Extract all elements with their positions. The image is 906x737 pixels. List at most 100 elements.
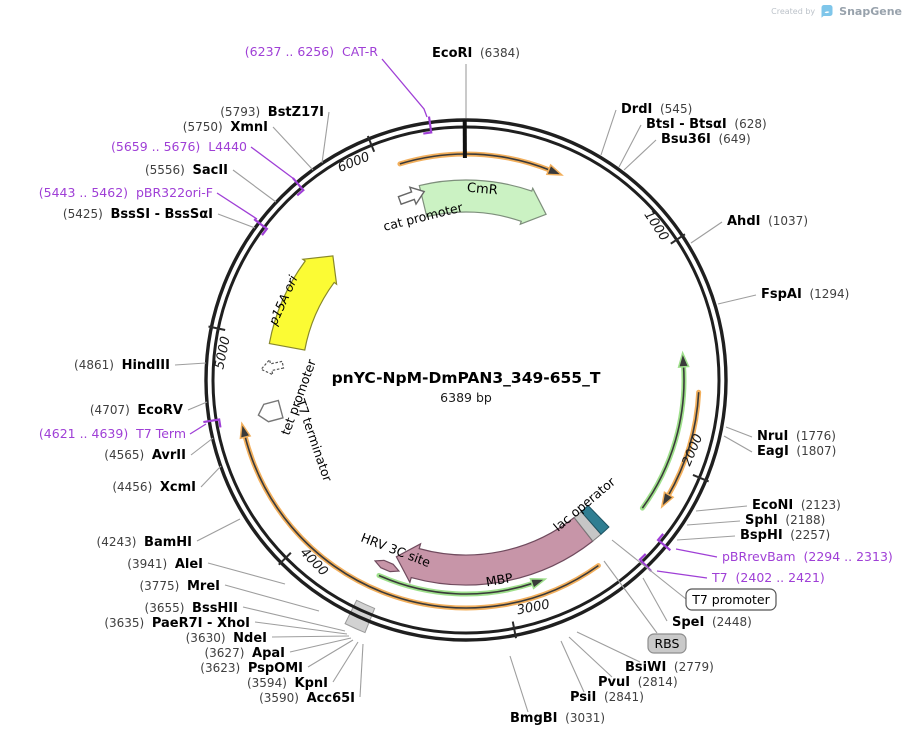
feature-cmr[interactable] — [418, 179, 547, 226]
enzyme-label[interactable]: (5793) BstZ17I — [220, 105, 324, 120]
tet-promoter-icon[interactable] — [260, 357, 285, 377]
enzyme-label[interactable]: (3623) PspOMI — [200, 661, 303, 676]
enzyme-bsphi[interactable]: BspHI (2257) — [676, 528, 830, 543]
enzyme-label[interactable]: PsiI (2841) — [570, 690, 644, 705]
boxed-label-rbs[interactable]: RBS — [603, 560, 687, 654]
enzyme-label[interactable]: EcoNI (2123) — [752, 498, 841, 513]
enzyme-pvui[interactable]: PvuI (2814) — [568, 636, 678, 690]
primer-label[interactable]: (5443 .. 5462) pBR322ori-F — [39, 185, 213, 200]
primer-label[interactable]: (6237 .. 6256) CAT-R — [245, 44, 379, 59]
enzyme-label[interactable]: BspHI (2257) — [740, 528, 830, 543]
enzyme-pspomi[interactable]: (3623) PspOMI — [200, 639, 354, 676]
enzyme-psii[interactable]: PsiI (2841) — [560, 640, 644, 705]
primer-t7-term[interactable]: (4621 .. 4639) T7 Term — [39, 418, 222, 441]
feature-mbp[interactable] — [395, 516, 594, 586]
primer-label[interactable]: pBRrevBam (2294 .. 2313) — [722, 549, 893, 564]
enzyme-label[interactable]: (5556) SacII — [145, 163, 228, 178]
enzyme-drdi[interactable]: DrdI (545) — [600, 102, 692, 156]
primer-label[interactable]: (4621 .. 4639) T7 Term — [39, 426, 186, 441]
primer-pbrrevbam[interactable]: pBRrevBam (2294 .. 2313) — [656, 533, 893, 564]
enzyme-paer7i-xhoi[interactable]: (3635) PaeR7I - XhoI — [104, 616, 348, 635]
feature-rbs[interactable] — [573, 510, 602, 542]
enzyme-label[interactable]: BmgBI (3031) — [510, 711, 605, 726]
cat-promoter-icon[interactable] — [397, 183, 428, 209]
enzyme-ahdi[interactable]: AhdI (1037) — [690, 214, 808, 244]
enzyme-label[interactable]: (4456) XcmI — [112, 480, 196, 495]
primer-l4440[interactable]: (5659 .. 5676) L4440 — [111, 139, 305, 197]
enzyme-bsssi-bsss-i[interactable]: (5425) BssSI - BssSαI — [63, 207, 256, 229]
enzyme-apai[interactable]: (3627) ApaI — [204, 637, 352, 661]
orf-arrowhead-icon — [529, 578, 548, 590]
enzyme-bmgbi[interactable]: BmgBI (3031) — [509, 655, 605, 726]
enzyme-label[interactable]: NruI (1776) — [757, 429, 836, 444]
enzyme-label[interactable]: (4243) BamHI — [97, 535, 192, 550]
enzyme-label[interactable]: SphI (2188) — [745, 513, 825, 528]
primer-label[interactable]: T7 (2402 .. 2421) — [711, 570, 825, 585]
enzyme-bsiwi[interactable]: BsiWI (2779) — [576, 631, 714, 675]
box-label-text[interactable]: RBS — [655, 636, 680, 651]
enzyme-bsu36i[interactable]: Bsu36I (649) — [623, 132, 751, 171]
enzyme-xmni[interactable]: (5750) XmnI — [183, 120, 314, 171]
enzyme-label[interactable]: Bsu36I (649) — [661, 132, 751, 147]
enzyme-label[interactable]: (5750) XmnI — [183, 120, 268, 135]
primer-cat-r[interactable]: (6237 .. 6256) CAT-R — [245, 44, 433, 135]
enzyme-avrii[interactable]: (4565) AvrII — [104, 437, 214, 463]
enzyme-acc65i[interactable]: (3590) Acc65I — [259, 643, 364, 706]
enzyme-label[interactable]: EagI (1807) — [757, 444, 836, 459]
feature-p15a-ori[interactable] — [268, 255, 338, 351]
enzyme-eagi[interactable]: EagI (1807) — [723, 435, 836, 459]
enzyme-bstz17i[interactable]: (5793) BstZ17I — [220, 105, 330, 164]
enzyme-bamhi[interactable]: (4243) BamHI — [97, 518, 241, 550]
enzyme-label[interactable]: PvuI (2814) — [598, 675, 678, 690]
enzyme-label[interactable]: (5425) BssSI - BssSαI — [63, 207, 213, 222]
enzyme-hindiii[interactable]: (4861) HindIII — [74, 358, 207, 373]
enzyme-label[interactable]: (3775) MreI — [139, 579, 220, 594]
feature-lac-operator[interactable] — [580, 504, 610, 535]
enzyme-label[interactable]: BsiWI (2779) — [625, 660, 714, 675]
enzyme-btsi-bts-i[interactable]: BtsI - BtsαI (628) — [618, 117, 767, 168]
enzyme-label[interactable]: (3630) NdeI — [186, 631, 267, 646]
enzyme-label[interactable]: DrdI (545) — [621, 102, 692, 117]
enzyme-xcmi[interactable]: (4456) XcmI — [112, 465, 222, 495]
label-t7-terminator[interactable]: T7 terminator — [293, 396, 336, 484]
enzyme-econi[interactable]: EcoNI (2123) — [695, 498, 841, 513]
primer-pbr322ori-f[interactable]: (5443 .. 5462) pBR322ori-F — [39, 185, 269, 236]
enzyme-fspai[interactable]: FspAI (1294) — [717, 287, 849, 305]
enzyme-ndei[interactable]: (3630) NdeI — [186, 631, 350, 646]
box-label-text[interactable]: T7 promoter — [691, 592, 770, 607]
hrv-3c-site-marker[interactable] — [373, 557, 401, 575]
enzyme-ecorv[interactable]: (4707) EcoRV — [90, 401, 208, 418]
enzyme-mrei[interactable]: (3775) MreI — [139, 579, 320, 612]
enzyme-alei[interactable]: (3941) AleI — [127, 557, 286, 585]
enzyme-ecori[interactable]: EcoRI (6384) — [432, 46, 520, 159]
t7-terminator-icon[interactable] — [256, 399, 284, 423]
enzyme-bsshii[interactable]: (3655) BssHII — [145, 601, 346, 632]
scale-tick-1000 — [670, 233, 686, 245]
enzyme-label[interactable]: (3627) ApaI — [204, 646, 285, 661]
enzyme-label[interactable]: (3635) PaeR7I - XhoI — [104, 616, 250, 631]
enzyme-label[interactable]: (4707) EcoRV — [90, 403, 183, 418]
enzyme-label[interactable]: (4861) HindIII — [74, 358, 170, 373]
enzyme-label[interactable]: EcoRI (6384) — [432, 46, 520, 61]
enzyme-label[interactable]: (3594) KpnI — [247, 676, 328, 691]
enzyme-nrui[interactable]: NruI (1776) — [725, 426, 836, 444]
enzyme-label[interactable]: (3590) Acc65I — [259, 691, 355, 706]
enzyme-sphi[interactable]: SphI (2188) — [686, 513, 825, 528]
enzyme-label[interactable]: (3655) BssHII — [145, 601, 238, 616]
label-cmr[interactable]: CmR — [466, 181, 498, 199]
primer-label[interactable]: (5659 .. 5676) L4440 — [111, 139, 247, 154]
enzyme-sacii[interactable]: (5556) SacII — [145, 163, 277, 203]
boxed-label-t7-promoter[interactable]: T7 promoter — [611, 539, 777, 611]
enzyme-label[interactable]: SpeI (2448) — [672, 615, 752, 630]
enzyme-label[interactable]: (4565) AvrII — [104, 448, 186, 463]
label-mbp[interactable]: MBP — [485, 570, 515, 590]
enzyme-spei[interactable]: SpeI (2448) — [642, 577, 752, 630]
enzyme-labels: EcoRI (6384) DrdI (545)BtsI - BtsαI (628)… — [63, 46, 849, 726]
enzyme-label[interactable]: FspAI (1294) — [761, 287, 849, 302]
primer-t7[interactable]: T7 (2402 .. 2421) — [638, 553, 825, 585]
enzyme-label[interactable]: (3941) AleI — [127, 557, 203, 572]
enzyme-kpni[interactable]: (3594) KpnI — [247, 641, 359, 691]
enzyme-label[interactable]: AhdI (1037) — [727, 214, 808, 229]
enzyme-label[interactable]: BtsI - BtsαI (628) — [646, 117, 767, 132]
